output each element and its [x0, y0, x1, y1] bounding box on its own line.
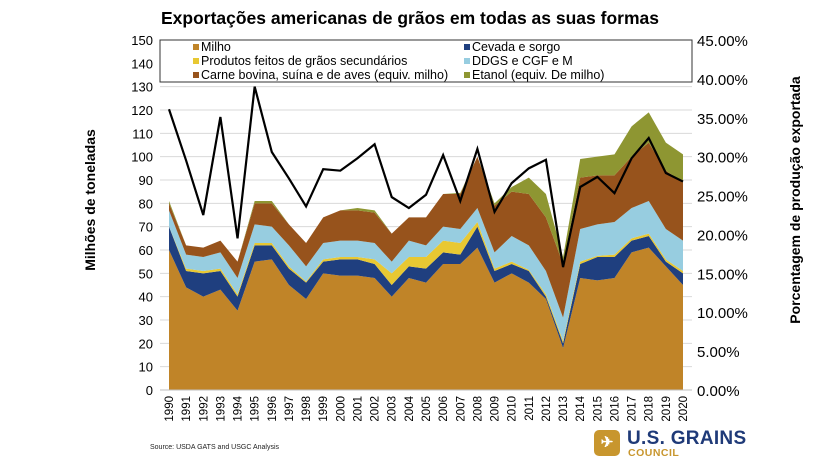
legend-label: Etanol (equiv. De milho) [472, 68, 604, 82]
y-tick-label: 70 [139, 220, 153, 235]
y-tick-label: 80 [139, 196, 153, 211]
x-tick-label: 2004 [404, 395, 416, 421]
y2-tick-label: 35.00% [697, 111, 748, 128]
x-tick-label: 2008 [472, 396, 484, 422]
x-tick-label: 2003 [387, 396, 399, 422]
x-tick-label: 2011 [524, 396, 536, 421]
legend-label: Carne bovina, suína e de aves (equiv. mi… [201, 68, 448, 82]
x-tick-label: 1994 [233, 395, 245, 421]
legend-swatch [464, 72, 470, 78]
y-tick-label: 10 [139, 360, 153, 375]
legend-label: Milho [201, 40, 231, 54]
y-tick-label: 100 [131, 150, 153, 165]
legend-swatch [464, 44, 470, 50]
x-tick-label: 1995 [250, 396, 262, 422]
legend-swatch [193, 58, 199, 64]
x-tick-label: 1996 [267, 396, 279, 422]
x-tick-label: 2018 [644, 396, 656, 422]
x-tick-label: 2000 [335, 396, 347, 422]
x-tick-label: 2016 [609, 396, 621, 422]
legend-label: Produtos feitos de grãos secundários [201, 54, 407, 68]
x-tick-label: 2017 [627, 396, 639, 422]
y-tick-label: 30 [139, 313, 153, 328]
y-tick-label: 150 [131, 33, 153, 48]
x-tick-label: 1998 [301, 396, 313, 422]
x-tick-label: 2009 [490, 396, 502, 422]
x-tick-label: 2020 [678, 396, 690, 422]
legend-swatch [193, 44, 199, 50]
y-tick-label: 130 [131, 80, 153, 95]
y2-tick-label: 40.00% [697, 72, 748, 89]
x-tick-label: 1993 [215, 396, 227, 422]
source-note: Source: USDA GATS and USGC Analysis [150, 444, 280, 451]
y-tick-label: 20 [139, 336, 153, 351]
x-tick-label: 1991 [181, 396, 193, 422]
y2-tick-label: 5.00% [697, 344, 740, 361]
y2-tick-label: 10.00% [697, 305, 748, 322]
y2-tick-label: 15.00% [697, 266, 748, 283]
legend-swatch [464, 58, 470, 64]
logo-mark-icon: ✈ [594, 430, 620, 456]
x-tick-label: 2001 [352, 396, 364, 422]
area-series-3 [169, 201, 683, 341]
area-series-0 [169, 247, 683, 390]
x-tick-label: 2006 [438, 396, 450, 422]
legend-label: DDGS e CGF e M [472, 54, 573, 68]
y2-tick-label: 25.00% [697, 189, 748, 206]
y-tick-label: 120 [131, 103, 153, 118]
x-tick-label: 1999 [318, 396, 330, 422]
y-tick-label: 0 [146, 383, 153, 398]
y2-tick-label: 0.00% [697, 383, 740, 400]
logo-name: U.S. GRAINS [627, 428, 747, 449]
area-series-5 [169, 112, 683, 264]
y2-tick-label: 30.00% [697, 150, 748, 167]
area-series-4 [169, 142, 683, 318]
x-tick-label: 1997 [284, 396, 296, 422]
usgc-logo: ✈ U.S. GRAINS COUNCIL [594, 428, 764, 460]
y-tick-label: 140 [131, 56, 153, 71]
legend-label: Cevada e sorgo [472, 40, 560, 54]
x-tick-label: 1992 [198, 396, 210, 422]
x-tick-label: 1990 [164, 396, 176, 422]
x-tick-label: 2007 [455, 396, 467, 422]
y2-tick-label: 45.00% [697, 33, 748, 50]
x-tick-label: 2002 [370, 396, 382, 422]
legend-swatch [193, 72, 199, 78]
y2-tick-label: 20.00% [697, 227, 748, 244]
y-tick-label: 110 [132, 126, 153, 141]
x-tick-label: 2015 [592, 396, 604, 422]
x-tick-label: 2014 [575, 395, 587, 421]
x-tick-label: 2010 [507, 396, 519, 422]
y-tick-label: 90 [139, 173, 153, 188]
x-tick-label: 2012 [541, 396, 553, 422]
x-tick-label: 2013 [558, 396, 570, 422]
y-tick-label: 60 [139, 243, 153, 258]
x-tick-label: 2005 [421, 396, 433, 422]
logo-sub: COUNCIL [628, 447, 680, 459]
legend-box [159, 39, 693, 83]
chart-title: Exportações americanas de grãos em todas… [160, 8, 659, 28]
x-tick-label: 2019 [661, 396, 673, 422]
y-tick-label: 40 [139, 290, 153, 305]
y-tick-label: 50 [139, 266, 153, 281]
